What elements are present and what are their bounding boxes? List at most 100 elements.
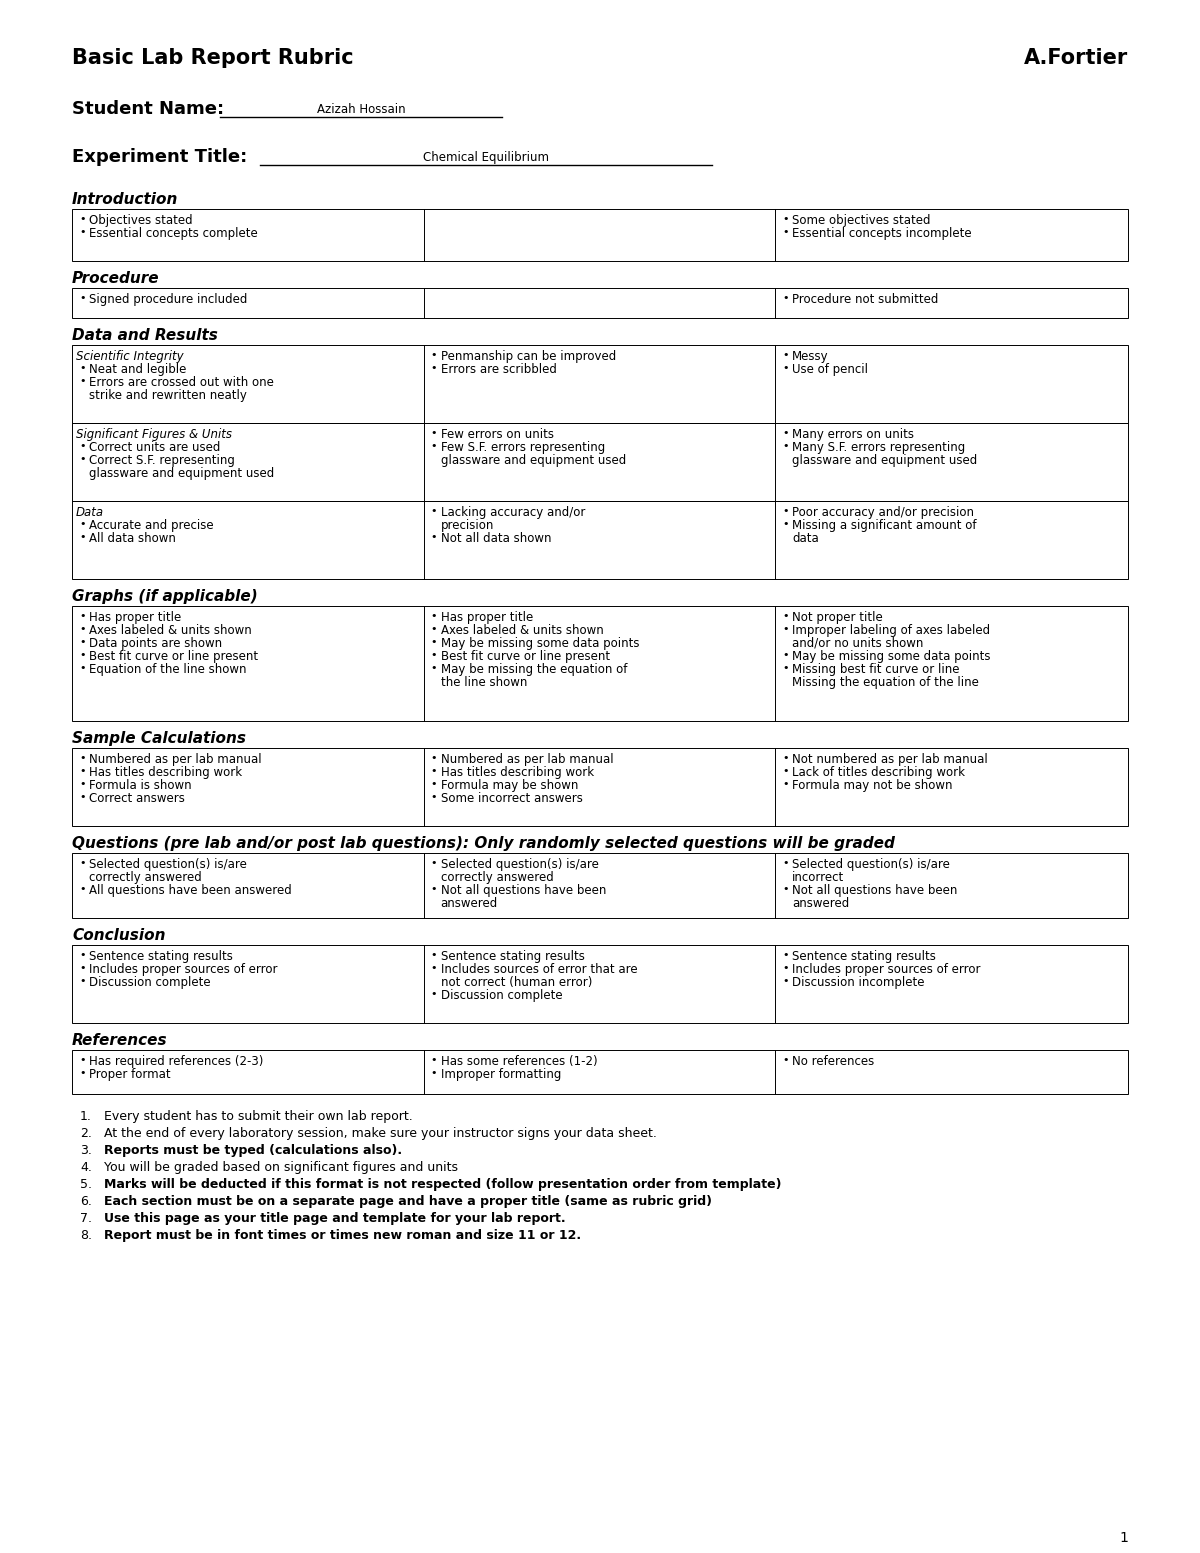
Text: Best fit curve or line present: Best fit curve or line present bbox=[440, 651, 610, 663]
Bar bbox=[72, 1050, 1128, 1093]
Text: Missing a significant amount of: Missing a significant amount of bbox=[792, 519, 977, 533]
Text: Conclusion: Conclusion bbox=[72, 929, 166, 943]
Text: •: • bbox=[79, 780, 85, 789]
Text: •: • bbox=[782, 975, 788, 986]
Text: Objectives stated: Objectives stated bbox=[89, 214, 193, 227]
Text: Correct answers: Correct answers bbox=[89, 792, 185, 804]
Bar bbox=[72, 749, 1128, 826]
Text: •: • bbox=[782, 519, 788, 530]
Text: •: • bbox=[431, 1068, 437, 1078]
Text: Numbered as per lab manual: Numbered as per lab manual bbox=[440, 753, 613, 766]
Text: 2.: 2. bbox=[80, 1127, 92, 1140]
Text: Signed procedure included: Signed procedure included bbox=[89, 294, 247, 306]
Text: Accurate and precise: Accurate and precise bbox=[89, 519, 214, 533]
Text: •: • bbox=[79, 963, 85, 974]
Text: the line shown: the line shown bbox=[440, 676, 527, 690]
Text: •: • bbox=[79, 637, 85, 648]
Text: Essential concepts incomplete: Essential concepts incomplete bbox=[792, 227, 972, 241]
Text: •: • bbox=[782, 214, 788, 224]
Text: Poor accuracy and/or precision: Poor accuracy and/or precision bbox=[792, 506, 974, 519]
Text: Few S.F. errors representing: Few S.F. errors representing bbox=[440, 441, 605, 453]
Text: May be missing some data points: May be missing some data points bbox=[792, 651, 991, 663]
Text: Not all data shown: Not all data shown bbox=[440, 533, 551, 545]
Bar bbox=[72, 287, 1128, 318]
Text: •: • bbox=[79, 227, 85, 238]
Text: •: • bbox=[782, 227, 788, 238]
Text: •: • bbox=[782, 624, 788, 634]
Text: At the end of every laboratory session, make sure your instructor signs your dat: At the end of every laboratory session, … bbox=[104, 1127, 656, 1140]
Text: Formula may be shown: Formula may be shown bbox=[440, 780, 578, 792]
Text: •: • bbox=[79, 214, 85, 224]
Text: •: • bbox=[431, 610, 437, 621]
Text: •: • bbox=[431, 857, 437, 868]
Text: •: • bbox=[431, 963, 437, 974]
Text: Correct units are used: Correct units are used bbox=[89, 441, 221, 453]
Text: Basic Lab Report Rubric: Basic Lab Report Rubric bbox=[72, 48, 354, 68]
Text: Improper labeling of axes labeled: Improper labeling of axes labeled bbox=[792, 624, 990, 637]
Text: Every student has to submit their own lab report.: Every student has to submit their own la… bbox=[104, 1110, 413, 1123]
Text: glassware and equipment used: glassware and equipment used bbox=[89, 467, 275, 480]
Text: •: • bbox=[782, 363, 788, 373]
Text: •: • bbox=[79, 376, 85, 387]
Text: Data: Data bbox=[76, 506, 104, 519]
Text: Has proper title: Has proper title bbox=[89, 610, 181, 624]
Text: 8.: 8. bbox=[80, 1228, 92, 1242]
Text: Questions (pre lab and/or post lab questions): Only randomly selected questions : Questions (pre lab and/or post lab quest… bbox=[72, 836, 895, 851]
Text: May be missing some data points: May be missing some data points bbox=[440, 637, 640, 651]
Text: Selected question(s) is/are: Selected question(s) is/are bbox=[440, 857, 599, 871]
Text: data: data bbox=[792, 533, 820, 545]
Text: •: • bbox=[782, 663, 788, 672]
Text: •: • bbox=[431, 766, 437, 776]
Text: •: • bbox=[79, 519, 85, 530]
Text: •: • bbox=[431, 792, 437, 801]
Text: correctly answered: correctly answered bbox=[89, 871, 202, 884]
Text: •: • bbox=[431, 624, 437, 634]
Text: Not all questions have been: Not all questions have been bbox=[792, 884, 958, 898]
Text: •: • bbox=[79, 884, 85, 895]
Text: Not numbered as per lab manual: Not numbered as per lab manual bbox=[792, 753, 988, 766]
Bar bbox=[72, 422, 1128, 502]
Text: •: • bbox=[431, 950, 437, 960]
Text: •: • bbox=[782, 884, 788, 895]
Text: Few errors on units: Few errors on units bbox=[440, 429, 553, 441]
Text: 6.: 6. bbox=[80, 1194, 92, 1208]
Text: Discussion complete: Discussion complete bbox=[440, 989, 563, 1002]
Text: Includes sources of error that are: Includes sources of error that are bbox=[440, 963, 637, 975]
Text: •: • bbox=[431, 989, 437, 999]
Text: •: • bbox=[79, 950, 85, 960]
Bar bbox=[72, 606, 1128, 721]
Text: Neat and legible: Neat and legible bbox=[89, 363, 186, 376]
Text: •: • bbox=[79, 363, 85, 373]
Text: A.Fortier: A.Fortier bbox=[1024, 48, 1128, 68]
Text: Axes labeled & units shown: Axes labeled & units shown bbox=[440, 624, 604, 637]
Text: •: • bbox=[431, 533, 437, 542]
Text: Has some references (1-2): Has some references (1-2) bbox=[440, 1054, 598, 1068]
Text: Report must be in font times or times new roman and size 11 or 12.: Report must be in font times or times ne… bbox=[104, 1228, 581, 1242]
Text: Essential concepts complete: Essential concepts complete bbox=[89, 227, 258, 241]
Bar bbox=[72, 210, 1128, 261]
Text: •: • bbox=[782, 349, 788, 360]
Text: 3.: 3. bbox=[80, 1145, 92, 1157]
Text: glassware and equipment used: glassware and equipment used bbox=[440, 453, 626, 467]
Text: Sample Calculations: Sample Calculations bbox=[72, 731, 246, 745]
Text: Selected question(s) is/are: Selected question(s) is/are bbox=[89, 857, 247, 871]
Text: •: • bbox=[782, 766, 788, 776]
Text: No references: No references bbox=[792, 1054, 875, 1068]
Text: •: • bbox=[79, 533, 85, 542]
Text: •: • bbox=[79, 453, 85, 464]
Text: not correct (human error): not correct (human error) bbox=[440, 975, 592, 989]
Text: Penmanship can be improved: Penmanship can be improved bbox=[440, 349, 616, 363]
Text: answered: answered bbox=[440, 898, 498, 910]
Text: •: • bbox=[782, 1054, 788, 1065]
Text: •: • bbox=[79, 766, 85, 776]
Text: •: • bbox=[431, 663, 437, 672]
Text: Messy: Messy bbox=[792, 349, 829, 363]
Text: •: • bbox=[782, 950, 788, 960]
Text: •: • bbox=[782, 429, 788, 438]
Text: Sentence stating results: Sentence stating results bbox=[440, 950, 584, 963]
Text: •: • bbox=[79, 294, 85, 303]
Text: Not proper title: Not proper title bbox=[792, 610, 883, 624]
Text: Formula may not be shown: Formula may not be shown bbox=[792, 780, 953, 792]
Bar bbox=[72, 345, 1128, 422]
Text: Introduction: Introduction bbox=[72, 193, 179, 207]
